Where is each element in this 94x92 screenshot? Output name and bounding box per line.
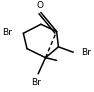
Text: Br: Br <box>2 28 12 37</box>
Text: Br: Br <box>31 78 41 87</box>
Text: Br: Br <box>82 48 91 57</box>
Text: O: O <box>36 1 43 10</box>
